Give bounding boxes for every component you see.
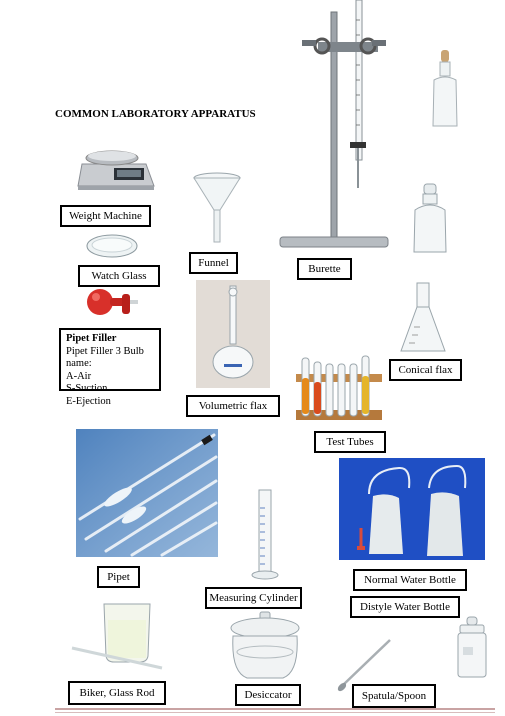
watch-glass-label: Watch Glass — [78, 265, 160, 287]
funnel-label: Funnel — [189, 252, 238, 274]
volumetric-flax-label: Volumetric flax — [186, 395, 280, 417]
conical-flask-image — [400, 282, 446, 352]
dropper-bottle-image — [432, 50, 458, 127]
beaker-glass-rod-image — [71, 603, 163, 670]
measuring-cylinder-label: Measuring Cylinder — [205, 587, 302, 609]
spatula-spoon-label: Spatula/Spoon — [352, 684, 436, 708]
pipet-filler-line: S-Suction — [66, 383, 108, 394]
footer-rule — [55, 708, 495, 710]
weight-machine-label: Weight Machine — [60, 205, 151, 227]
test-tube-rack-image — [296, 355, 382, 420]
pipet-filler-line: Pipet Filler 3 Bulb — [66, 345, 144, 357]
pipet-filler-line: A-Air — [66, 370, 92, 382]
biker-glass-rod-label: Biker, Glass Rod — [68, 681, 166, 705]
spatula-image — [337, 639, 391, 692]
pipets-image — [76, 429, 218, 557]
pipet-filler-heading: Pipet Filler — [66, 333, 117, 344]
stoppered-jar-image — [457, 616, 487, 678]
pipet-filler-bulb-image — [87, 289, 138, 315]
normal-water-bottle-label: Normal Water Bottle — [353, 569, 467, 591]
pipet-filler-line: name: — [66, 358, 92, 369]
desiccator-label: Desiccator — [235, 684, 301, 706]
watch-glass-image — [86, 234, 138, 258]
reagent-bottle-image — [413, 183, 447, 253]
volumetric-flask-image — [196, 280, 270, 388]
footer-rule — [55, 712, 495, 713]
funnel-image — [193, 172, 241, 243]
measuring-cylinder-image — [251, 489, 279, 580]
distyle-water-bottle-label: Distyle Water Bottle — [350, 596, 460, 618]
weight-machine-image — [77, 150, 155, 190]
burette-label: Burette — [297, 258, 352, 280]
desiccator-image — [230, 611, 300, 679]
test-tubes-label: Test Tubes — [314, 431, 386, 453]
pipet-filler-description: Pipet Filler Pipet Filler 3 Bulb name: A… — [59, 328, 161, 407]
pipet-label: Pipet — [97, 566, 140, 588]
conical-flax-label: Conical flax — [389, 359, 462, 381]
page-title: COMMON LABORATORY APPARATUS — [55, 108, 256, 120]
pipet-filler-line: E-Ejection — [66, 395, 111, 407]
wash-bottles-image — [339, 458, 485, 560]
burette-stand-image — [279, 0, 389, 248]
